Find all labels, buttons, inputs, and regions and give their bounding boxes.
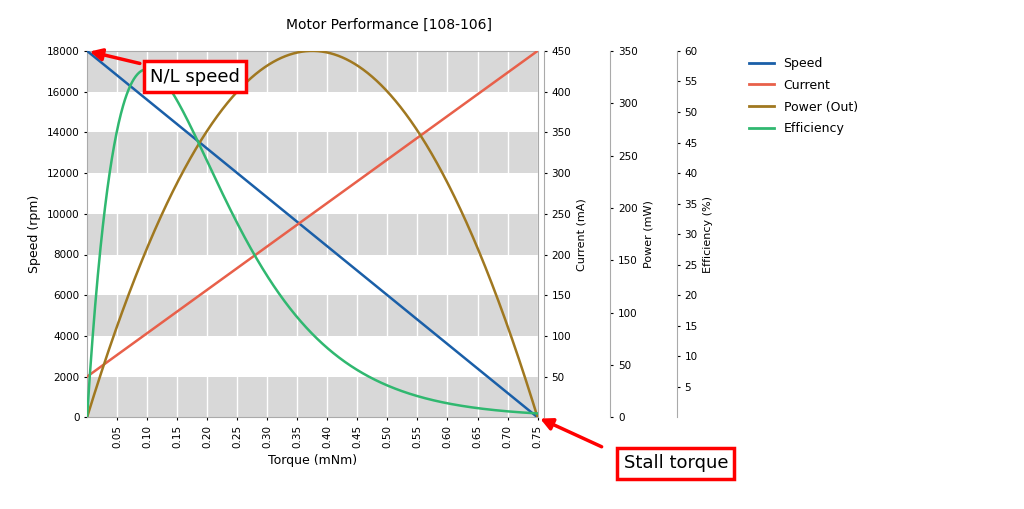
Bar xyxy=(87,214,538,254)
Bar xyxy=(87,132,538,173)
X-axis label: Torque (mNm): Torque (mNm) xyxy=(267,454,357,467)
Y-axis label: Speed (rpm): Speed (rpm) xyxy=(28,195,41,273)
Bar xyxy=(87,10,538,51)
Bar xyxy=(87,51,538,92)
Bar xyxy=(87,92,538,132)
Text: N/L speed: N/L speed xyxy=(93,50,240,86)
Y-axis label: Efficiency (%): Efficiency (%) xyxy=(703,195,714,273)
Bar xyxy=(87,295,538,336)
Legend: Speed, Current, Power (Out), Efficiency: Speed, Current, Power (Out), Efficiency xyxy=(743,52,862,140)
Bar xyxy=(87,173,538,214)
Bar xyxy=(87,254,538,295)
Bar xyxy=(87,336,538,377)
Y-axis label: Current (mA): Current (mA) xyxy=(577,198,587,270)
Text: Stall torque: Stall torque xyxy=(624,454,728,472)
Bar xyxy=(87,377,538,417)
Y-axis label: Power (mW): Power (mW) xyxy=(643,200,653,268)
Text: Motor Performance [108-106]: Motor Performance [108-106] xyxy=(286,18,493,32)
